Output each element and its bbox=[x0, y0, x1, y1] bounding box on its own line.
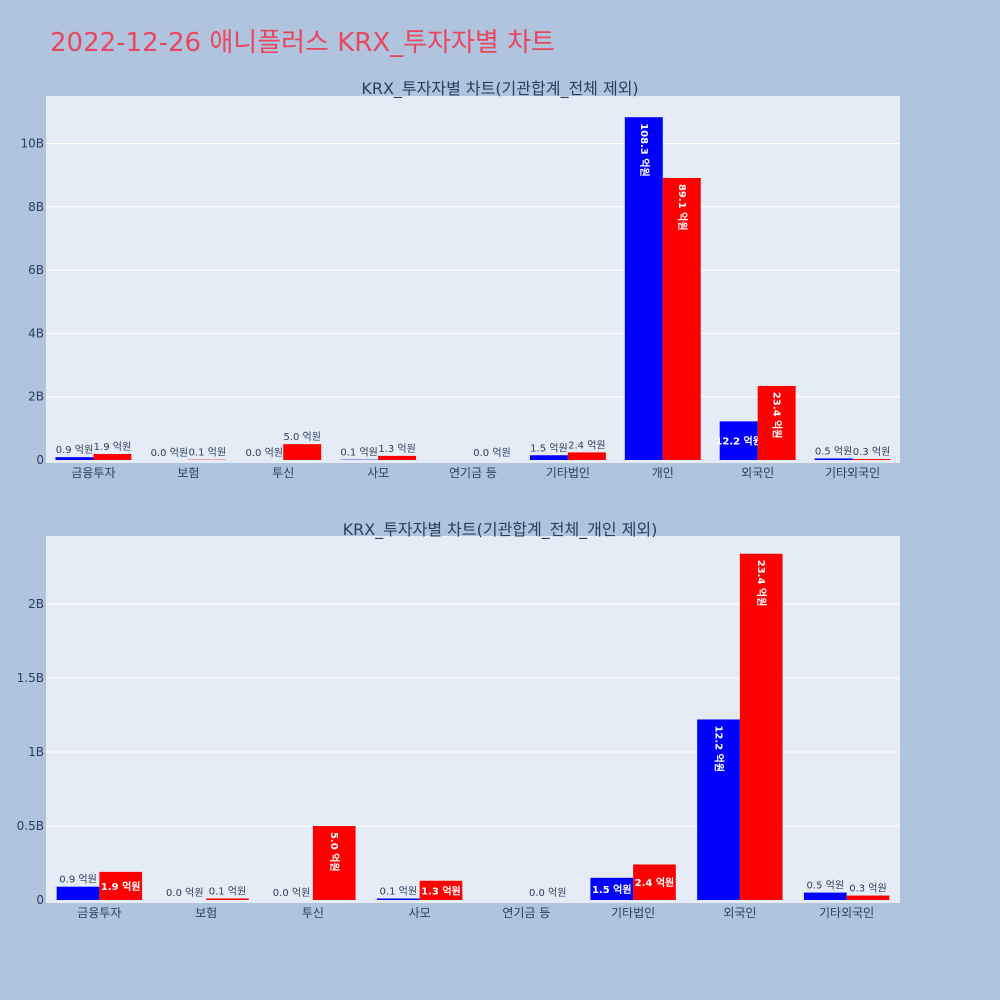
data-label: 0.0 억원 bbox=[529, 887, 566, 899]
bar bbox=[624, 117, 663, 460]
x-tick-label: 사모 bbox=[367, 466, 389, 480]
bar bbox=[697, 719, 740, 900]
x-tick-label: 기타법인 bbox=[611, 906, 655, 920]
y-tick-label: 10B bbox=[20, 136, 44, 150]
bar bbox=[803, 892, 847, 900]
page-title: 2022-12-26 애니플러스 KRX_투자자별 차트 bbox=[50, 28, 555, 58]
data-label: 12.2 억원 bbox=[715, 435, 762, 448]
bar bbox=[376, 898, 420, 900]
data-label: 0.1 억원 bbox=[189, 447, 226, 459]
chart-panel-1: 0 2B 4B 6B 8B 10B KRX_투자자별 차트(기관합계_전체 제외) 금융투자 0… bbox=[20, 79, 900, 480]
data-label: 0.1 억원 bbox=[380, 886, 417, 898]
x-tick-label: 기타외국인 bbox=[819, 906, 874, 920]
data-label: 0.0 억원 bbox=[151, 447, 188, 459]
data-label: 89.1 억원 bbox=[676, 184, 689, 231]
data-label: 5.0 억원 bbox=[283, 431, 320, 443]
data-label: 0.0 억원 bbox=[473, 447, 510, 459]
chart-panel-2: 0 0.5B 1B 1.5B 2B KRX_투자자별 차트(기관합계_전체_개인 제외) 금… bbox=[17, 520, 900, 920]
data-label: 1.5 억원 bbox=[530, 442, 567, 454]
y-tick-label: 6B bbox=[28, 263, 44, 277]
data-label: 0.1 억원 bbox=[209, 886, 246, 898]
data-label: 0.1 억원 bbox=[340, 447, 377, 459]
x-tick-label: 금융투자 bbox=[71, 466, 115, 480]
x-tick-label: 보험 bbox=[177, 466, 199, 480]
data-label: 0.9 억원 bbox=[59, 874, 96, 886]
x-tick-label: 금융투자 bbox=[77, 906, 121, 920]
x-tick-label: 기타외국인 bbox=[825, 466, 880, 480]
bar bbox=[419, 880, 463, 900]
data-label: 2.4 억원 bbox=[635, 876, 675, 889]
data-label: 1.9 억원 bbox=[101, 880, 141, 893]
bar bbox=[633, 864, 676, 900]
x-tick-label: 사모 bbox=[409, 906, 431, 920]
bar bbox=[757, 385, 796, 460]
bar bbox=[846, 895, 890, 900]
data-label: 0.0 억원 bbox=[166, 887, 203, 899]
bar bbox=[93, 453, 132, 460]
y-tick-label: 8B bbox=[28, 200, 44, 214]
x-tick-label: 기타법인 bbox=[546, 466, 590, 480]
y-tick-label: 1.5B bbox=[17, 671, 44, 685]
data-label: 0.0 억원 bbox=[273, 887, 310, 899]
x-tick-label: 외국인 bbox=[741, 466, 774, 480]
x-tick-label: 개인 bbox=[652, 466, 674, 480]
bar bbox=[283, 444, 322, 460]
bar bbox=[852, 459, 891, 460]
bar bbox=[567, 452, 606, 460]
data-label: 0.3 억원 bbox=[853, 446, 890, 458]
chart-title: KRX_투자자별 차트(기관합계_전체_개인 제외) bbox=[343, 520, 658, 540]
bar bbox=[99, 871, 143, 900]
data-label: 0.5 억원 bbox=[807, 880, 844, 892]
bar bbox=[590, 877, 634, 900]
y-tick-label: 0 bbox=[36, 893, 44, 907]
bar bbox=[56, 886, 100, 900]
data-label: 0.9 억원 bbox=[56, 444, 93, 456]
x-tick-label: 보험 bbox=[195, 906, 217, 920]
data-label: 0.3 억원 bbox=[849, 883, 886, 895]
y-tick-label: 2B bbox=[28, 390, 44, 404]
bar bbox=[739, 553, 783, 900]
x-tick-label: 연기금 등 bbox=[449, 466, 497, 480]
y-tick-label: 0.5B bbox=[17, 819, 44, 833]
x-tick-label: 연기금 등 bbox=[502, 906, 550, 920]
bar bbox=[206, 898, 249, 900]
x-tick-label: 투신 bbox=[272, 466, 294, 480]
data-label: 0.0 억원 bbox=[246, 447, 283, 459]
bar bbox=[378, 455, 417, 460]
x-tick-label: 외국인 bbox=[723, 906, 756, 920]
y-tick-label: 0 bbox=[36, 453, 44, 467]
data-label: 1.3 억원 bbox=[421, 884, 461, 897]
data-label: 2.4 억원 bbox=[568, 439, 605, 451]
data-label: 1.9 억원 bbox=[94, 441, 131, 453]
bar bbox=[719, 421, 758, 460]
data-label: 5.0 억원 bbox=[328, 832, 341, 872]
bar bbox=[312, 826, 356, 900]
bar bbox=[814, 458, 853, 460]
data-label: 1.3 억원 bbox=[378, 443, 415, 455]
bar bbox=[662, 177, 701, 460]
bar bbox=[529, 455, 568, 460]
bar bbox=[55, 457, 94, 460]
data-label: 23.4 억원 bbox=[771, 392, 784, 439]
y-tick-label: 1B bbox=[28, 745, 44, 759]
x-tick-label: 투신 bbox=[302, 906, 324, 920]
data-label: 1.5 억원 bbox=[592, 883, 632, 896]
y-tick-label: 4B bbox=[28, 326, 44, 340]
chart-title: KRX_투자자별 차트(기관합계_전체 제외) bbox=[361, 79, 638, 99]
data-label: 108.3 억원 bbox=[638, 123, 651, 177]
data-label: 23.4 억원 bbox=[755, 560, 768, 607]
data-label: 12.2 억원 bbox=[713, 725, 726, 772]
y-tick-label: 2B bbox=[28, 597, 44, 611]
data-label: 0.5 억원 bbox=[815, 445, 852, 457]
